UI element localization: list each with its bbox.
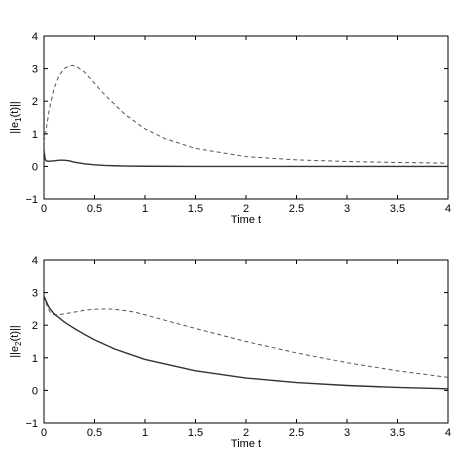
series-line-dashed: [43, 64, 449, 164]
x-tick-label: 2: [243, 203, 249, 215]
y-tick-label: 4: [32, 255, 38, 267]
series-line-solid: [43, 295, 449, 390]
y-axis-label-main: ||e: [9, 122, 21, 134]
x-tick-label: 4: [445, 427, 451, 439]
x-tick-label: 3.5: [390, 427, 405, 439]
y-tick-label: 1: [32, 129, 38, 141]
y-tick-label: 0: [32, 385, 38, 397]
x-tick-label: 0: [41, 427, 47, 439]
y-axis-label-tail: (t)||: [9, 325, 21, 341]
x-tick-label: 3.5: [390, 203, 405, 215]
x-axis-label: Time t: [231, 438, 261, 450]
y-tick-label: 1: [32, 353, 38, 365]
y-axis-label-subscript: 1: [14, 117, 23, 122]
y-axis-label-tail: (t)||: [9, 101, 21, 117]
x-tick-label: 1.5: [188, 427, 203, 439]
x-tick-label: 3: [344, 203, 350, 215]
y-tick-label: 0: [32, 161, 38, 173]
y-axis-label-subscript: 2: [14, 341, 23, 346]
axes-frame: [43, 35, 449, 200]
x-tick-label: 1: [142, 427, 148, 439]
x-tick-label: 3: [344, 427, 350, 439]
y-axis-label: ||e2(t)||: [9, 325, 23, 357]
x-tick-label: 4: [445, 203, 451, 215]
y-axis-label-main: ||e: [9, 346, 21, 358]
series-line-dashed: [43, 295, 449, 378]
x-axis-label: Time t: [231, 214, 261, 226]
x-tick-label: 2.5: [289, 427, 304, 439]
y-tick-label: 2: [32, 320, 38, 332]
y-axis-label: ||e1(t)||: [9, 101, 23, 133]
y-tick-label: 3: [32, 288, 38, 300]
y-tick-label: 2: [32, 96, 38, 108]
y-tick-label: −1: [25, 194, 38, 206]
x-tick-label: 0: [41, 203, 47, 215]
x-tick-label: 2: [243, 427, 249, 439]
x-tick-label: 1.5: [188, 203, 203, 215]
y-tick-label: 4: [32, 31, 38, 43]
y-tick-label: −1: [25, 418, 38, 430]
x-tick-label: 0.5: [87, 203, 102, 215]
x-tick-label: 2.5: [289, 203, 304, 215]
y-tick-label: 3: [32, 64, 38, 76]
series-line-solid: [43, 150, 448, 168]
x-tick-label: 0.5: [87, 427, 102, 439]
x-tick-label: 1: [142, 203, 148, 215]
